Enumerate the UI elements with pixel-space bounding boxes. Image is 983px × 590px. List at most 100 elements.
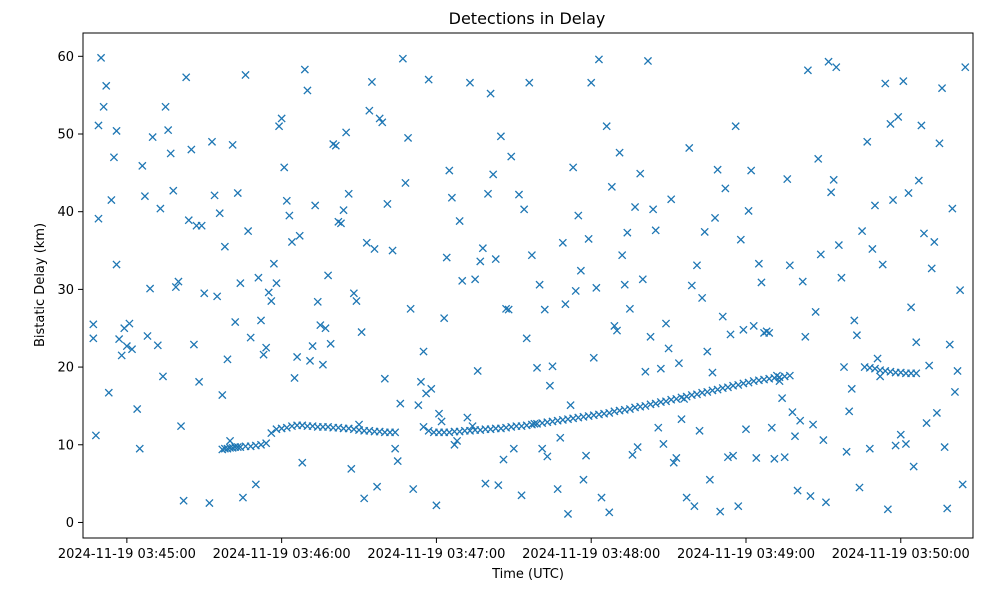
detection-point xyxy=(592,283,601,292)
detection-point xyxy=(238,493,248,502)
detection-point xyxy=(569,163,578,172)
detection-point xyxy=(215,209,224,218)
detection-point xyxy=(432,501,441,510)
detection-point xyxy=(618,251,627,260)
detection-point xyxy=(254,273,263,282)
detection-point xyxy=(269,259,278,268)
detection-point xyxy=(540,305,549,314)
y-axis-label: Bistatic Delay (km) xyxy=(33,223,48,347)
track-detection-point xyxy=(870,364,880,373)
detection-point xyxy=(672,453,681,463)
detection-point xyxy=(731,122,740,131)
detection-point xyxy=(690,502,699,511)
detection-point xyxy=(419,347,428,356)
detection-point xyxy=(344,189,353,198)
detection-point xyxy=(945,340,954,349)
detection-point xyxy=(788,408,797,417)
detection-point xyxy=(94,214,103,223)
detection-point xyxy=(522,334,531,343)
detection-point xyxy=(948,204,957,213)
detection-point xyxy=(228,140,237,149)
detection-point xyxy=(571,286,580,295)
detection-point xyxy=(447,193,456,202)
detection-point xyxy=(362,238,371,247)
detection-point xyxy=(293,352,302,362)
detection-point xyxy=(138,161,147,170)
track-detection-point xyxy=(713,385,722,394)
detection-point xyxy=(303,86,312,95)
detection-point xyxy=(932,408,941,417)
detection-point xyxy=(930,237,939,247)
detection-point xyxy=(935,139,944,148)
detection-point xyxy=(259,350,268,359)
detection-point xyxy=(677,415,686,424)
detection-point xyxy=(357,328,366,337)
detection-point xyxy=(298,458,307,467)
detection-point xyxy=(705,475,714,484)
detection-point xyxy=(117,351,126,360)
detection-point xyxy=(625,304,634,313)
detection-point xyxy=(685,143,694,153)
detection-point xyxy=(661,319,671,328)
detection-point xyxy=(514,190,524,199)
detection-point xyxy=(450,440,459,449)
detection-point xyxy=(765,328,774,337)
detection-point xyxy=(821,498,831,507)
detection-point xyxy=(845,407,854,416)
detection-point xyxy=(146,284,155,293)
detection-point xyxy=(264,288,273,297)
detection-point xyxy=(378,118,387,127)
detection-point xyxy=(179,496,188,505)
detection-point xyxy=(827,188,836,197)
detection-point xyxy=(888,195,898,205)
detection-point xyxy=(651,226,660,235)
detection-point xyxy=(445,166,454,175)
detection-point xyxy=(530,419,539,428)
detection-point xyxy=(881,79,890,88)
detection-point xyxy=(623,228,632,237)
detection-point xyxy=(210,191,219,200)
chart-title: Detections in Delay xyxy=(449,9,606,28)
detection-point xyxy=(754,259,763,268)
detection-point xyxy=(305,356,315,365)
detection-point xyxy=(316,321,325,330)
detection-point xyxy=(855,483,864,492)
detection-point xyxy=(770,454,779,463)
detection-point xyxy=(842,447,851,456)
track-detection-point xyxy=(262,439,271,448)
track-detection-point xyxy=(267,429,276,438)
detection-point xyxy=(452,436,462,445)
detection-point xyxy=(630,202,640,212)
detection-point xyxy=(914,176,923,185)
detection-point xyxy=(89,320,98,329)
detection-point xyxy=(574,211,583,220)
track-detection-point xyxy=(651,399,660,408)
track-detection-point xyxy=(703,387,712,396)
detection-point xyxy=(308,342,317,351)
detection-point xyxy=(925,361,934,370)
detection-point xyxy=(349,289,358,298)
detection-point xyxy=(125,319,134,328)
detection-point xyxy=(274,122,284,131)
detection-point xyxy=(251,480,260,489)
detection-point xyxy=(463,413,472,422)
detection-point xyxy=(166,149,175,158)
detection-point xyxy=(698,293,707,302)
detection-point xyxy=(525,78,534,87)
detection-point xyxy=(741,425,751,434)
detection-point xyxy=(899,77,908,86)
detection-point xyxy=(494,481,503,490)
detection-point xyxy=(290,373,299,383)
detection-point xyxy=(852,331,861,340)
y-tick-label: 10 xyxy=(57,438,74,453)
detection-point xyxy=(427,384,436,393)
detection-point xyxy=(184,216,193,225)
detection-point xyxy=(476,257,485,266)
x-tick-label: 2024-11-19 03:47:00 xyxy=(367,547,505,562)
detection-point xyxy=(205,498,214,508)
detection-point xyxy=(455,216,464,226)
detection-point xyxy=(339,206,348,215)
detection-point xyxy=(796,416,805,425)
detection-point xyxy=(481,479,490,488)
